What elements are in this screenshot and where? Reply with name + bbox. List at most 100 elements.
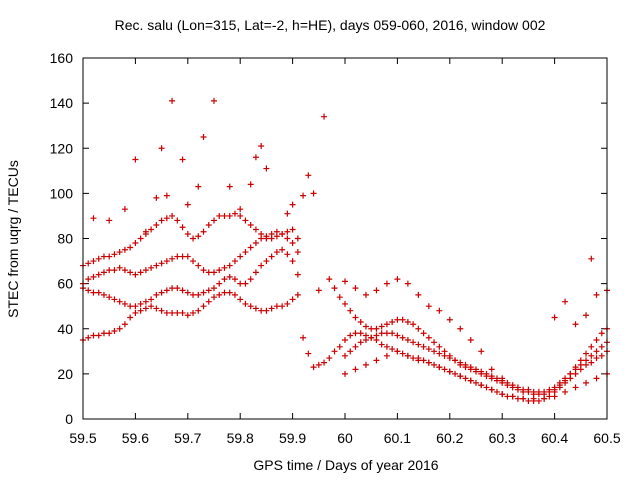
data-point [389,318,396,325]
data-point [389,346,396,353]
data-point [142,298,149,305]
data-point [137,307,144,314]
data-point [289,258,296,265]
data-point [263,165,270,172]
data-point [336,294,343,301]
data-point [525,397,532,404]
data-point [352,366,359,373]
x-axis-ticks: 59.5 59.6 59.7 59.8 59.9 60 60.1 60.2 60.3 60.4 60… [69,58,621,446]
data-point [577,357,584,364]
data-point [598,330,605,337]
data-point [174,253,181,260]
data-point [158,289,165,296]
data-point [583,357,590,364]
data-point [226,212,233,219]
data-point [268,235,275,242]
data-point [211,294,217,301]
data-point [473,366,479,373]
data-point [252,240,259,247]
data-point [116,249,123,256]
data-point [237,253,244,260]
data-point [153,305,160,312]
data-point [452,357,459,364]
data-point [305,350,312,357]
data-point [85,287,92,294]
data-point [383,343,390,350]
data-point [326,355,333,362]
data-point [478,382,485,389]
data-point [289,296,296,303]
data-point [514,395,521,402]
data-point [441,352,448,359]
data-point [284,300,291,307]
data-point [158,260,165,267]
x-tick-label: 60.2 [436,430,463,446]
data-point [368,334,375,341]
data-point [562,298,569,305]
data-point [184,289,191,296]
data-point [404,352,411,359]
data-point [163,192,170,199]
data-point [211,217,217,224]
data-point [368,325,375,332]
data-point [572,384,579,391]
data-point [404,337,411,344]
data-point [394,332,401,339]
data-point [95,271,102,278]
x-tick-label: 60 [337,430,353,446]
data-point [342,370,348,377]
data-point [425,334,432,341]
data-point [441,366,448,373]
data-point [284,235,291,242]
data-point [499,391,506,398]
data-point [509,382,516,389]
data-point [148,264,155,271]
data-point [514,384,521,391]
data-point [100,269,107,276]
data-point [106,267,113,274]
data-point [362,291,369,298]
data-point [294,235,301,242]
data-point [179,224,186,231]
data-point [467,364,474,371]
data-point [90,332,97,339]
data-point [273,233,280,240]
data-point [100,291,107,298]
data-point [467,377,474,384]
data-point [90,273,97,280]
data-point [195,233,202,240]
data-point [127,314,134,321]
data-point [457,359,464,366]
data-point [294,271,301,278]
data-point [394,316,401,323]
data-point [263,258,270,265]
data-point [389,330,396,337]
data-point [163,287,170,294]
data-point [294,249,301,256]
data-point [258,230,265,237]
data-point [169,309,176,316]
data-point [431,348,438,355]
data-point [541,388,548,395]
y-axis-label: STEC from uqrg / TECUs [5,160,21,318]
x-tick-label: 60.1 [384,430,411,446]
data-point [300,192,307,199]
data-point [127,244,134,251]
data-point [190,235,197,242]
chart-title: Rec. salu (Lon=315, Lat=-2, h=HE), days … [115,17,546,33]
data-point [132,303,139,310]
data-point [310,190,317,197]
data-point [289,240,296,247]
data-point [326,276,333,283]
y-tick-label: 60 [57,276,73,292]
data-point [415,341,422,348]
data-point [132,240,139,247]
data-point [137,269,144,276]
data-point [111,328,118,335]
data-point [237,206,244,213]
data-point [488,366,495,373]
data-point [352,285,359,292]
data-point [158,145,165,152]
data-point [399,334,406,341]
data-point [383,321,390,328]
